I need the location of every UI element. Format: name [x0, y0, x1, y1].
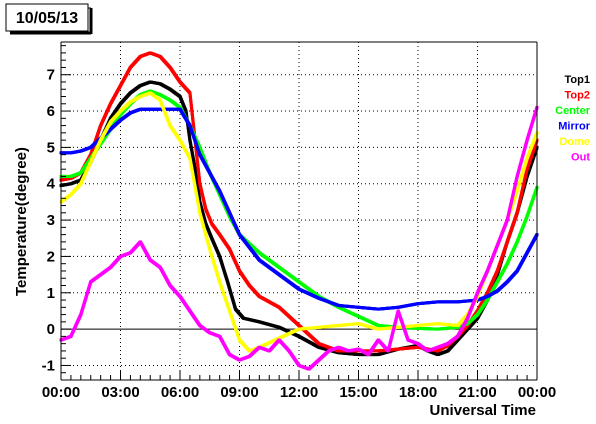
title-box: 10/05/13: [5, 3, 93, 35]
series-layer: [59, 51, 539, 371]
chart-title: 10/05/13: [16, 10, 78, 27]
grid: [61, 42, 537, 380]
series-top2: [59, 51, 539, 353]
